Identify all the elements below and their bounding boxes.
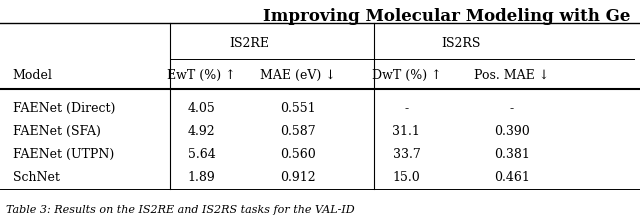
Text: 1.89: 1.89 — [188, 171, 216, 184]
Text: 5.64: 5.64 — [188, 148, 216, 161]
Text: 0.381: 0.381 — [494, 148, 530, 161]
Text: 15.0: 15.0 — [392, 171, 420, 184]
Text: -: - — [510, 102, 514, 115]
Text: Table 3: Results on the IS2RE and IS2RS tasks for the VAL-ID: Table 3: Results on the IS2RE and IS2RS … — [6, 205, 355, 215]
Text: FAENet (Direct): FAENet (Direct) — [13, 102, 115, 115]
Text: 0.551: 0.551 — [280, 102, 316, 115]
Text: Model: Model — [13, 69, 52, 82]
Text: FAENet (UTPN): FAENet (UTPN) — [13, 148, 114, 161]
Text: 4.92: 4.92 — [188, 125, 216, 138]
Text: Improving Molecular Modeling with Ge: Improving Molecular Modeling with Ge — [263, 8, 630, 25]
Text: EwT (%) ↑: EwT (%) ↑ — [167, 69, 236, 82]
Text: -: - — [404, 102, 408, 115]
Text: FAENet (SFA): FAENet (SFA) — [13, 125, 100, 138]
Text: 0.390: 0.390 — [494, 125, 530, 138]
Text: 0.912: 0.912 — [280, 171, 316, 184]
Text: Pos. MAE ↓: Pos. MAE ↓ — [474, 69, 550, 82]
Text: 33.7: 33.7 — [392, 148, 420, 161]
Text: IS2RS: IS2RS — [441, 37, 481, 50]
Text: 0.587: 0.587 — [280, 125, 316, 138]
Text: MAE (eV) ↓: MAE (eV) ↓ — [260, 69, 335, 82]
Text: IS2RE: IS2RE — [230, 37, 269, 50]
Text: 0.560: 0.560 — [280, 148, 316, 161]
Text: 0.461: 0.461 — [494, 171, 530, 184]
Text: 4.05: 4.05 — [188, 102, 216, 115]
Text: SchNet: SchNet — [13, 171, 60, 184]
Text: 31.1: 31.1 — [392, 125, 420, 138]
Text: DwT (%) ↑: DwT (%) ↑ — [372, 69, 441, 82]
